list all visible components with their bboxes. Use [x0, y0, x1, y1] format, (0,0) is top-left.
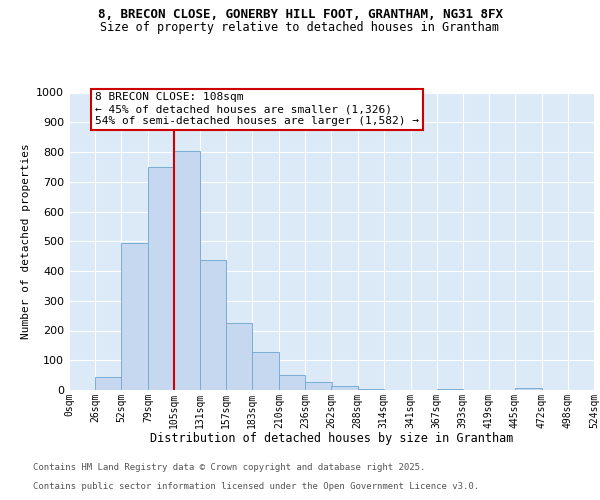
Text: 8 BRECON CLOSE: 108sqm
← 45% of detached houses are smaller (1,326)
54% of semi-: 8 BRECON CLOSE: 108sqm ← 45% of detached… [95, 92, 419, 126]
Text: 8, BRECON CLOSE, GONERBY HILL FOOT, GRANTHAM, NG31 8FX: 8, BRECON CLOSE, GONERBY HILL FOOT, GRAN… [97, 8, 503, 20]
Text: Contains HM Land Registry data © Crown copyright and database right 2025.: Contains HM Land Registry data © Crown c… [33, 464, 425, 472]
Bar [280, 375, 305, 390]
Bar [121, 244, 148, 390]
Bar [148, 168, 174, 390]
Bar [358, 388, 383, 390]
Bar [174, 150, 200, 390]
X-axis label: Distribution of detached houses by size in Grantham: Distribution of detached houses by size … [150, 432, 513, 445]
Text: Size of property relative to detached houses in Grantham: Size of property relative to detached ho… [101, 21, 499, 34]
Text: Contains public sector information licensed under the Open Government Licence v3: Contains public sector information licen… [33, 482, 479, 491]
Bar [305, 382, 331, 390]
Y-axis label: Number of detached properties: Number of detached properties [20, 144, 31, 339]
Bar [95, 377, 121, 390]
Bar [253, 352, 280, 390]
Bar [437, 389, 463, 390]
Bar [515, 388, 542, 390]
Bar [226, 323, 253, 390]
Bar [200, 260, 226, 390]
Bar [331, 386, 358, 390]
